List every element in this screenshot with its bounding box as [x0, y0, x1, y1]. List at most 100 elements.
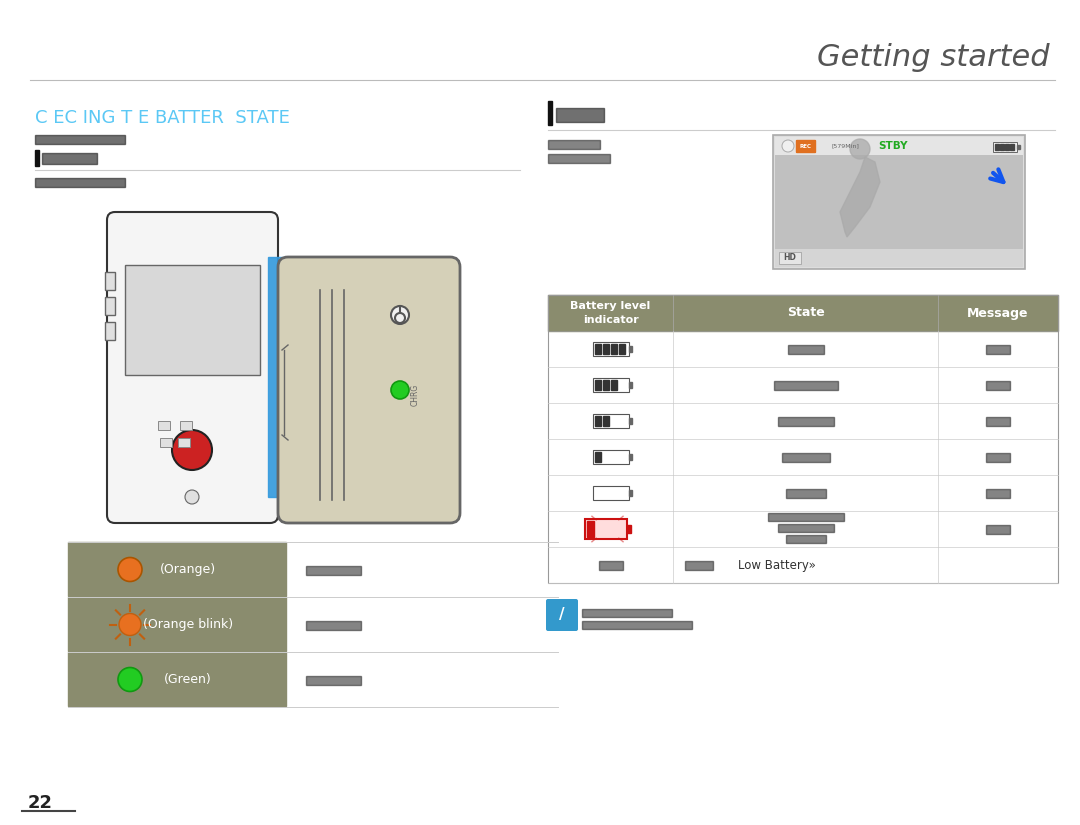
Bar — [626, 525, 631, 533]
Bar — [629, 346, 632, 352]
Bar — [685, 561, 713, 570]
Bar — [986, 453, 1010, 462]
Bar — [584, 519, 626, 539]
Bar — [775, 249, 1023, 267]
Bar — [775, 137, 1023, 249]
Circle shape — [172, 430, 212, 470]
Bar — [603, 380, 608, 390]
Bar — [268, 257, 284, 497]
Bar — [105, 272, 114, 290]
Bar — [35, 178, 125, 187]
Bar — [594, 344, 600, 354]
Circle shape — [391, 381, 409, 399]
Circle shape — [119, 614, 141, 635]
FancyBboxPatch shape — [797, 140, 815, 153]
Bar — [593, 450, 629, 464]
Bar — [593, 414, 629, 428]
Text: CHRG: CHRG — [410, 384, 419, 406]
FancyBboxPatch shape — [546, 599, 578, 631]
Text: (Green): (Green) — [164, 673, 212, 686]
Bar — [180, 421, 192, 430]
Bar — [593, 342, 629, 356]
Bar — [548, 140, 600, 149]
Bar — [995, 144, 999, 150]
Bar — [548, 101, 552, 125]
Polygon shape — [840, 157, 880, 237]
Bar — [610, 344, 617, 354]
Circle shape — [118, 558, 141, 582]
Bar — [42, 153, 97, 164]
Bar — [775, 137, 1023, 155]
Bar — [986, 345, 1010, 354]
Text: C EC ING T E BATTER  STATE: C EC ING T E BATTER STATE — [35, 109, 289, 127]
Bar — [306, 565, 361, 574]
Bar — [986, 525, 1010, 534]
Text: STBY: STBY — [878, 141, 908, 151]
Text: HD: HD — [784, 253, 796, 262]
Bar — [629, 490, 632, 496]
Bar — [787, 345, 824, 354]
Bar — [768, 513, 843, 521]
Bar — [125, 265, 260, 375]
Bar — [629, 418, 632, 424]
Bar — [598, 561, 622, 570]
Bar — [779, 252, 801, 264]
Text: Battery level
indicator: Battery level indicator — [570, 301, 650, 324]
Circle shape — [118, 667, 141, 691]
Bar — [785, 489, 825, 498]
Bar — [105, 297, 114, 315]
Bar — [556, 108, 604, 122]
Bar — [986, 417, 1010, 426]
Bar — [594, 452, 600, 462]
Bar — [1010, 144, 1014, 150]
Bar — [582, 621, 692, 629]
Text: 22: 22 — [28, 794, 53, 812]
Bar — [603, 416, 608, 426]
Bar — [593, 378, 629, 392]
Bar — [178, 438, 190, 447]
Bar — [619, 344, 624, 354]
FancyBboxPatch shape — [278, 257, 460, 523]
Bar — [778, 524, 834, 532]
Bar — [782, 453, 829, 462]
Bar — [610, 380, 617, 390]
FancyBboxPatch shape — [107, 212, 278, 523]
Bar — [586, 521, 594, 537]
Bar — [548, 295, 1058, 331]
Bar — [1005, 144, 1009, 150]
Bar — [1000, 144, 1004, 150]
Text: Low Battery»: Low Battery» — [738, 559, 815, 572]
Circle shape — [850, 139, 870, 159]
Bar — [785, 535, 825, 543]
Bar — [548, 154, 610, 163]
Bar — [1017, 145, 1020, 149]
Circle shape — [185, 490, 199, 504]
Bar — [68, 597, 286, 651]
Bar — [35, 150, 39, 166]
Text: (Orange): (Orange) — [160, 563, 216, 576]
Bar — [35, 135, 125, 144]
Text: (Orange blink): (Orange blink) — [143, 618, 233, 631]
Text: Getting started: Getting started — [818, 43, 1050, 72]
Bar — [993, 142, 1017, 152]
Text: Message: Message — [968, 307, 1029, 319]
Bar — [778, 417, 834, 426]
Bar — [629, 382, 632, 388]
Bar — [68, 542, 286, 596]
Bar — [105, 322, 114, 340]
Bar — [594, 380, 600, 390]
Bar — [603, 344, 608, 354]
Bar — [306, 620, 361, 629]
Bar — [594, 416, 600, 426]
Bar — [593, 486, 629, 500]
Circle shape — [782, 140, 794, 152]
Bar — [306, 676, 361, 685]
Bar — [629, 454, 632, 460]
Bar — [158, 421, 170, 430]
Bar — [582, 609, 672, 617]
Bar — [68, 652, 286, 706]
Bar — [773, 135, 1025, 269]
Bar — [986, 489, 1010, 498]
Circle shape — [391, 306, 409, 324]
Text: State: State — [786, 307, 824, 319]
